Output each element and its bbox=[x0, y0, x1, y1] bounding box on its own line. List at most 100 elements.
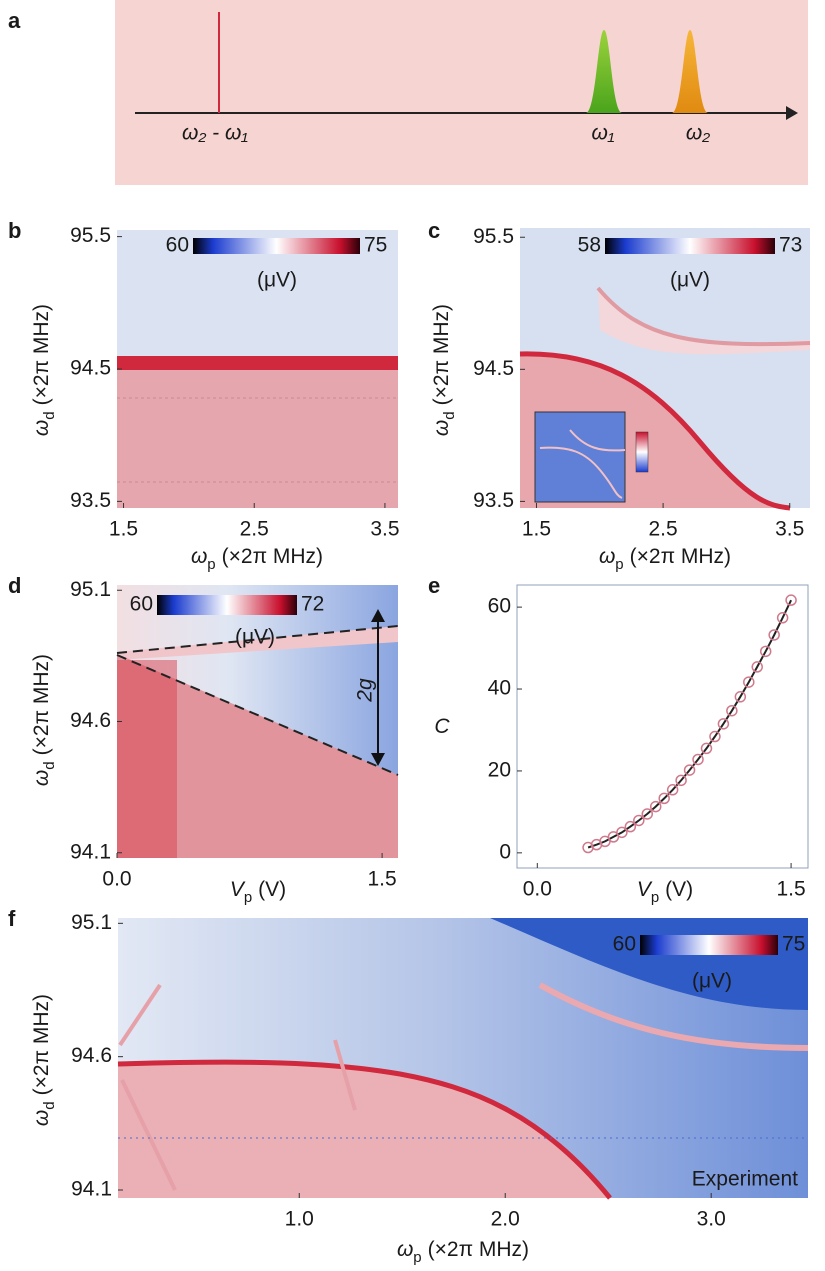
axis-label-unit: (×2π MHz) bbox=[30, 304, 53, 405]
peak-label: ω₁ bbox=[592, 122, 615, 145]
schematic bbox=[115, 0, 808, 185]
axis-label-unit: (×2π MHz) bbox=[30, 654, 53, 755]
point bbox=[666, 784, 679, 796]
axis-label-unit: (×2π MHz) bbox=[430, 304, 453, 405]
axis-label: ωd (×2π MHz) bbox=[30, 304, 59, 436]
colorbar-unit: (μV) bbox=[235, 626, 275, 649]
axis-label-sub: p bbox=[207, 556, 215, 573]
axis-label-sub: d bbox=[441, 411, 458, 419]
y-tick-label: 94.6 bbox=[70, 709, 111, 732]
axis-label-sub: d bbox=[41, 1101, 58, 1109]
point bbox=[709, 730, 721, 743]
point bbox=[683, 764, 696, 776]
x-tick-label: 2.5 bbox=[240, 518, 269, 541]
point bbox=[785, 594, 797, 606]
axis-label-sub: p bbox=[651, 889, 659, 906]
heatmap-curve bbox=[596, 286, 811, 347]
x-tick-label: 1.5 bbox=[776, 878, 805, 901]
axis-label: ωd (×2π MHz) bbox=[430, 304, 459, 436]
axis-label-unit: (V) bbox=[665, 878, 693, 901]
colorbar-label: 60 bbox=[166, 234, 189, 257]
colorbar-label: 73 bbox=[779, 234, 802, 257]
x-tick-label: 3.5 bbox=[370, 518, 399, 541]
point bbox=[641, 808, 654, 820]
arrowhead bbox=[786, 106, 798, 120]
colorbar bbox=[193, 238, 360, 254]
colorbar bbox=[640, 935, 778, 955]
colorbar-label: 58 bbox=[578, 234, 601, 257]
heatmap-band bbox=[117, 356, 398, 370]
axis-label-symbol: ω bbox=[191, 545, 207, 568]
point bbox=[692, 753, 704, 766]
panel-label: d bbox=[8, 573, 21, 598]
inset-curve bbox=[539, 446, 623, 499]
point bbox=[717, 718, 730, 730]
heatmap-curve bbox=[538, 982, 809, 1051]
colorbar bbox=[605, 238, 775, 254]
heatmap-region bbox=[118, 1060, 610, 1198]
y-tick-label: 60 bbox=[488, 595, 511, 618]
axis-label-unit: (V) bbox=[258, 878, 286, 901]
y-tick-label: 95.5 bbox=[70, 224, 111, 247]
colorbar-label: 75 bbox=[782, 933, 805, 956]
panel-label: f bbox=[8, 906, 16, 931]
axis-label-sub: p bbox=[615, 556, 623, 573]
x-tick-label: 1.0 bbox=[285, 1208, 314, 1231]
heatmap-region bbox=[117, 660, 177, 858]
annotation: Experiment bbox=[692, 1168, 798, 1191]
x-tick-label: 1.5 bbox=[522, 518, 551, 541]
axis-label: C bbox=[434, 715, 450, 738]
axis-label-sub: d bbox=[41, 411, 58, 419]
panel-label: a bbox=[8, 8, 21, 33]
y-tick-label: 95.1 bbox=[70, 578, 111, 601]
axis-label: ωd (×2π MHz) bbox=[30, 994, 59, 1126]
x-tick-label: 1.5 bbox=[367, 868, 396, 891]
point bbox=[768, 629, 780, 641]
axis-label-symbol: ω bbox=[30, 420, 53, 436]
axis-label: ωd (×2π MHz) bbox=[30, 654, 59, 786]
point bbox=[624, 820, 637, 833]
y-tick-label: 20 bbox=[488, 758, 511, 781]
point bbox=[700, 742, 713, 755]
point bbox=[633, 814, 645, 827]
axis-label-symbol: ω bbox=[397, 1238, 413, 1261]
axis-label-symbol: V bbox=[230, 878, 246, 901]
peak bbox=[586, 30, 622, 113]
x-tick-label: 1.5 bbox=[109, 518, 138, 541]
point bbox=[658, 792, 670, 805]
axis-label-sub: p bbox=[413, 1249, 421, 1266]
point bbox=[649, 800, 662, 813]
inset bbox=[534, 411, 626, 503]
y-tick-label: 94.1 bbox=[70, 840, 111, 863]
y-tick-label: 93.5 bbox=[473, 489, 514, 512]
peak-label: ω₂ bbox=[686, 122, 710, 145]
heatmap bbox=[117, 918, 809, 1200]
heatmap-curve bbox=[118, 983, 357, 1191]
axis-label: ωp (×2π MHz) bbox=[191, 545, 323, 574]
axis-label-symbol: ω bbox=[599, 545, 615, 568]
axis-label-symbol: C bbox=[434, 715, 450, 738]
axis-label-symbol: ω bbox=[430, 420, 453, 436]
fit-line bbox=[587, 599, 793, 849]
point bbox=[751, 661, 763, 673]
y-tick-label: 95.1 bbox=[71, 911, 112, 934]
y-tick-label: 0 bbox=[499, 840, 511, 863]
y-tick-label: 93.5 bbox=[70, 489, 111, 512]
y-tick-label: 94.5 bbox=[70, 357, 111, 380]
y-tick-label: 94.6 bbox=[71, 1044, 112, 1067]
inset-colorbar bbox=[635, 431, 649, 473]
axis-label-unit: (×2π MHz) bbox=[630, 545, 731, 568]
colorbar-unit: (μV) bbox=[670, 269, 710, 292]
axis-label-symbol: V bbox=[637, 878, 653, 901]
axis-label-unit: (×2π MHz) bbox=[428, 1238, 529, 1261]
dashed-line bbox=[116, 654, 399, 776]
point bbox=[759, 645, 772, 658]
plot-frame bbox=[516, 584, 809, 869]
axis-label: Vp (V) bbox=[637, 878, 693, 907]
panel-label: b bbox=[8, 218, 21, 243]
axis-label-symbol: ω bbox=[30, 1110, 53, 1126]
colorbar bbox=[157, 595, 297, 615]
y-tick-label: 95.5 bbox=[473, 225, 514, 248]
heatmap bbox=[116, 585, 399, 858]
